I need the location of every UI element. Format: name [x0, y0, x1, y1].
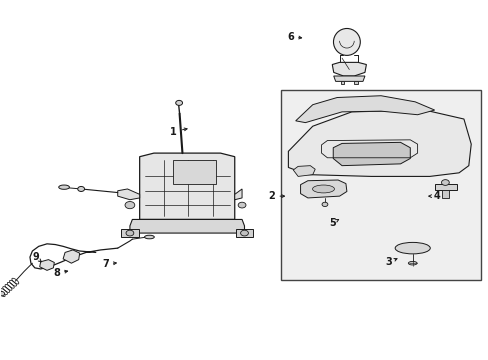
Text: 2: 2	[267, 191, 274, 201]
Text: 7: 7	[102, 259, 109, 269]
Polygon shape	[118, 189, 140, 200]
Circle shape	[78, 186, 84, 192]
Ellipse shape	[59, 185, 69, 189]
Polygon shape	[295, 96, 434, 123]
Text: 8: 8	[53, 268, 60, 278]
Text: 3: 3	[384, 257, 391, 267]
Polygon shape	[300, 180, 346, 198]
Circle shape	[238, 202, 245, 208]
Ellipse shape	[312, 185, 334, 193]
Circle shape	[125, 202, 135, 209]
Polygon shape	[331, 62, 366, 76]
Circle shape	[126, 230, 134, 236]
Polygon shape	[353, 81, 357, 84]
Circle shape	[0, 292, 4, 296]
Text: 1: 1	[170, 127, 177, 136]
Polygon shape	[63, 250, 80, 263]
Circle shape	[322, 202, 327, 207]
Polygon shape	[234, 189, 242, 200]
Polygon shape	[333, 76, 364, 81]
Polygon shape	[293, 166, 315, 176]
Ellipse shape	[333, 28, 360, 55]
Polygon shape	[130, 220, 244, 233]
Polygon shape	[121, 229, 139, 237]
Polygon shape	[332, 142, 409, 166]
Polygon shape	[340, 81, 344, 84]
Bar	[281, 90, 480, 280]
Polygon shape	[235, 229, 253, 237]
Ellipse shape	[407, 261, 416, 265]
Text: 6: 6	[287, 32, 294, 41]
Polygon shape	[40, 260, 54, 270]
Circle shape	[175, 100, 182, 105]
Text: 9: 9	[32, 252, 39, 262]
Polygon shape	[140, 153, 234, 220]
Text: 4: 4	[433, 191, 440, 201]
Polygon shape	[173, 160, 215, 184]
Polygon shape	[441, 190, 448, 198]
Ellipse shape	[394, 242, 429, 254]
Circle shape	[240, 230, 248, 236]
Polygon shape	[288, 110, 470, 176]
Text: 5: 5	[328, 218, 335, 228]
Circle shape	[441, 180, 448, 185]
Ellipse shape	[144, 235, 154, 239]
Polygon shape	[434, 184, 456, 190]
